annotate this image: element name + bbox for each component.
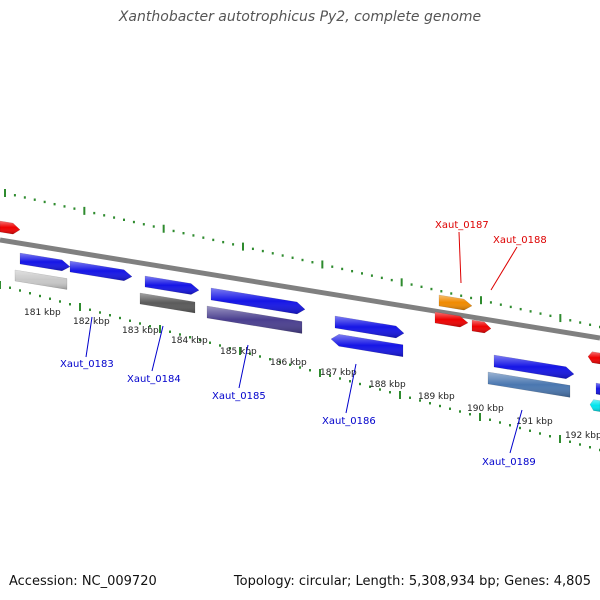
kbp-label: 186 kbp	[270, 358, 307, 368]
genome-title: Xanthobacter autotrophicus Py2, complete…	[118, 9, 482, 25]
gene-arrow-shading	[439, 295, 472, 311]
gene-label-leader	[238, 344, 249, 389]
genome-backbone	[0, 237, 600, 341]
gene-labels: Xaut_0183 Xaut_0184 Xaut_0185 Xaut_0186 Xaut…	[60, 220, 547, 468]
inner-tick-ring	[0, 281, 600, 452]
kbp-label: 192 kbp	[565, 431, 600, 441]
gene-label[interactable]: Xaut_0183	[60, 359, 114, 370]
gene-arrow-shading	[70, 261, 132, 281]
gene-arrow-shading	[145, 276, 199, 295]
kbp-label: 185 kbp	[220, 347, 257, 357]
kbp-label: 191 kbp	[516, 417, 553, 427]
gene-arrow-shading	[140, 293, 195, 313]
kbp-label: 189 kbp	[418, 392, 455, 402]
kbp-label: 183 kbp	[122, 326, 159, 336]
gene-arrow-shading	[588, 351, 600, 364]
gene-label[interactable]: Xaut_0184	[127, 374, 181, 385]
kbp-label: 190 kbp	[467, 404, 504, 414]
kbp-label: 187 kbp	[320, 368, 357, 378]
gene-arrow-shading	[331, 334, 403, 357]
gene-arrow-shading	[472, 320, 491, 333]
gene-label-leader	[509, 409, 523, 454]
kbp-label: 181 kbp	[24, 308, 61, 318]
gene-track	[0, 220, 600, 412]
gene-arrow-shading	[488, 372, 570, 398]
gene-arrow-shading	[435, 312, 468, 328]
gene-label[interactable]: Xaut_0186	[322, 416, 376, 427]
gene-arrow-shading	[211, 288, 305, 314]
outer-tick-ring	[4, 189, 600, 329]
gene-arrow-shading	[590, 399, 600, 412]
gene-arrow-shading	[0, 221, 20, 235]
gene-label-leader	[490, 246, 518, 291]
gene-arrow-shading	[15, 270, 67, 290]
gene-arrow-shading	[494, 355, 574, 379]
topology-text: Topology: circular; Length: 5,308,934 bp…	[233, 574, 591, 589]
gene-label[interactable]: Xaut_0185	[212, 391, 266, 402]
gene-arrow-shading	[207, 306, 302, 334]
gene-label-leader	[345, 363, 357, 414]
gene-label[interactable]: Xaut_0188	[493, 235, 547, 246]
gene-label-leader	[85, 316, 93, 358]
gene-arrow-shading	[20, 253, 70, 271]
accession-text: Accession: NC_009720	[9, 574, 157, 589]
kbp-label: 188 kbp	[369, 380, 406, 390]
gene-label[interactable]: Xaut_0189	[482, 457, 536, 468]
gene-label-leader	[458, 231, 462, 284]
gene-label[interactable]: Xaut_0187	[435, 220, 489, 231]
gene-label-leader	[151, 325, 164, 372]
gene-arrow-shading	[596, 383, 600, 395]
kbp-label: 184 kbp	[171, 336, 208, 346]
gene-arrow-shading	[335, 316, 404, 338]
